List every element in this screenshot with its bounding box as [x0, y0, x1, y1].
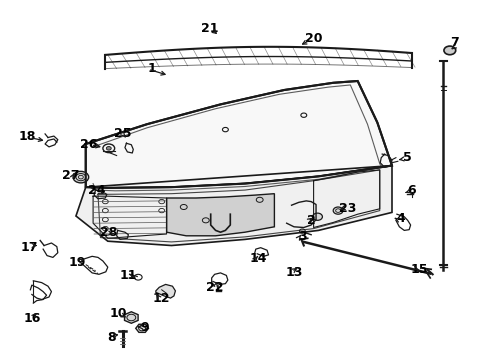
- Circle shape: [333, 207, 343, 214]
- Text: 5: 5: [403, 151, 412, 164]
- Text: 14: 14: [250, 252, 268, 265]
- Text: 13: 13: [285, 266, 303, 279]
- Text: 8: 8: [107, 331, 116, 344]
- Polygon shape: [76, 166, 392, 246]
- Text: 2: 2: [307, 214, 316, 227]
- Text: 28: 28: [100, 226, 118, 239]
- Text: 22: 22: [206, 281, 223, 294]
- Text: 1: 1: [147, 62, 156, 75]
- Polygon shape: [86, 81, 392, 188]
- Text: 11: 11: [120, 269, 137, 282]
- Text: 15: 15: [410, 263, 428, 276]
- Text: 19: 19: [69, 256, 86, 269]
- Text: 16: 16: [23, 312, 41, 325]
- Text: 26: 26: [80, 138, 98, 150]
- Polygon shape: [167, 194, 274, 236]
- Text: 3: 3: [298, 230, 307, 243]
- Text: 23: 23: [339, 202, 357, 215]
- Text: 24: 24: [88, 184, 106, 197]
- Circle shape: [313, 213, 322, 220]
- Polygon shape: [136, 324, 148, 332]
- Text: 12: 12: [153, 292, 171, 305]
- Text: 4: 4: [396, 212, 405, 225]
- Text: 21: 21: [201, 22, 219, 35]
- Circle shape: [106, 147, 111, 150]
- Text: 20: 20: [305, 32, 322, 45]
- Text: 18: 18: [18, 130, 36, 143]
- Circle shape: [444, 46, 456, 55]
- Text: 10: 10: [110, 307, 127, 320]
- Text: 27: 27: [62, 169, 80, 182]
- Circle shape: [73, 171, 89, 183]
- Text: 7: 7: [450, 36, 459, 49]
- Text: 25: 25: [114, 127, 131, 140]
- Text: 6: 6: [407, 184, 416, 197]
- Polygon shape: [156, 284, 175, 298]
- Polygon shape: [124, 312, 138, 323]
- Text: 17: 17: [21, 241, 38, 254]
- Text: 9: 9: [140, 321, 149, 334]
